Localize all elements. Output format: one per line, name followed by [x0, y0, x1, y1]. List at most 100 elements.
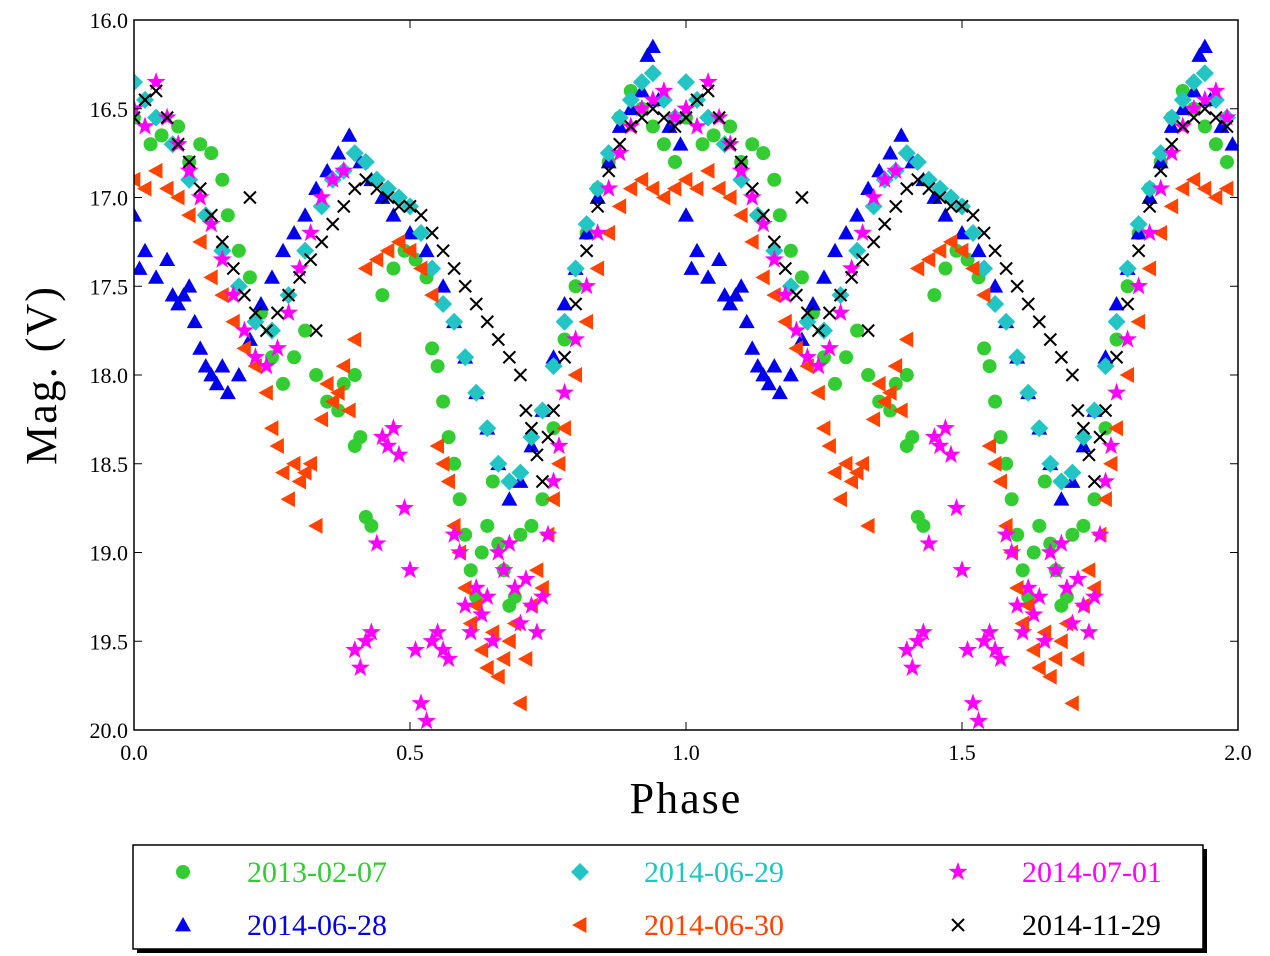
legend-entry-2014-07-01: 2014-07-01 [948, 856, 1162, 889]
data-point [551, 455, 566, 472]
data-point [181, 278, 198, 293]
data-point [137, 180, 152, 197]
data-point [134, 110, 141, 125]
data-point [223, 285, 243, 304]
data-point [820, 338, 839, 357]
data-point [654, 81, 674, 100]
data-point [220, 208, 235, 223]
data-point [446, 517, 461, 534]
data-point [367, 533, 387, 552]
data-point [1173, 90, 1192, 109]
legend-entry-2013-02-07: 2013-02-07 [176, 856, 387, 889]
data-point [1064, 695, 1079, 712]
data-point [897, 640, 917, 659]
data-point [1046, 560, 1066, 579]
data-point [621, 90, 640, 109]
data-point [433, 640, 453, 659]
legend-marker [948, 862, 968, 881]
data-point [866, 235, 881, 249]
data-point [816, 420, 831, 437]
data-point [793, 331, 810, 346]
legend-entries: 2013-02-07 2014-06-28 2014-06-29 2014-06-30… [175, 856, 1162, 942]
data-point [579, 244, 594, 258]
data-point [764, 249, 784, 268]
data-point [778, 261, 793, 276]
data-point [683, 260, 700, 275]
data-point [386, 261, 401, 276]
data-point [1219, 155, 1234, 169]
data-point [458, 279, 472, 293]
data-point [1107, 382, 1127, 401]
data-point [667, 155, 682, 169]
data-point [897, 144, 916, 163]
data-point [303, 252, 318, 267]
data-point [865, 411, 881, 428]
data-point [839, 350, 854, 365]
data-point [403, 199, 417, 214]
data-point [146, 72, 166, 91]
data-point [816, 269, 832, 284]
data-point [908, 631, 928, 650]
data-point [555, 312, 574, 331]
data-point [1140, 179, 1159, 198]
data-point [334, 160, 354, 179]
legend-marker [176, 865, 190, 879]
data-point [527, 622, 547, 641]
data-point [418, 242, 435, 258]
data-point [1098, 403, 1113, 418]
data-point [902, 657, 922, 676]
data-point [986, 295, 1005, 313]
data-point [530, 448, 544, 462]
data-point [466, 578, 486, 597]
data-point [538, 524, 558, 543]
data-point [643, 89, 663, 108]
data-point [286, 225, 303, 240]
data-point [237, 288, 252, 302]
data-point [889, 199, 903, 214]
data-point [992, 473, 1008, 490]
data-point [392, 199, 406, 214]
data-point [744, 233, 759, 250]
data-point [170, 296, 187, 311]
data-point [988, 244, 1002, 258]
data-point [645, 119, 660, 134]
data-point [330, 384, 345, 401]
data-point [643, 64, 662, 83]
data-point [1093, 430, 1107, 444]
data-point [689, 242, 706, 258]
data-point [1140, 223, 1160, 242]
data-point [1120, 297, 1135, 311]
data-point [359, 173, 373, 187]
data-point [1069, 651, 1085, 667]
data-point [1206, 81, 1226, 100]
data-point [842, 258, 862, 277]
data-point [731, 160, 751, 179]
data-point [302, 455, 318, 472]
data-point [1063, 463, 1082, 482]
data-point [447, 261, 461, 276]
data-point [257, 356, 276, 375]
data-point [849, 464, 864, 481]
data-point [666, 180, 682, 197]
data-point [878, 217, 892, 231]
data-point [876, 393, 892, 410]
data-point [546, 421, 561, 436]
data-point [143, 137, 158, 152]
data-point [429, 438, 444, 454]
data-point [1195, 89, 1215, 108]
data-point [1031, 659, 1046, 676]
data-point [1032, 518, 1047, 533]
data-point [672, 136, 689, 151]
data-point [611, 198, 627, 215]
data-point [1085, 401, 1104, 420]
data-point [494, 560, 514, 579]
data-point [447, 456, 462, 471]
data-point [275, 464, 290, 481]
data-point [723, 119, 738, 134]
data-point [357, 260, 373, 277]
data-point [1057, 578, 1077, 597]
data-point [1163, 198, 1179, 215]
legend-label: 2014-06-30 [644, 909, 784, 942]
data-point [1198, 102, 1212, 116]
data-point [893, 402, 908, 419]
